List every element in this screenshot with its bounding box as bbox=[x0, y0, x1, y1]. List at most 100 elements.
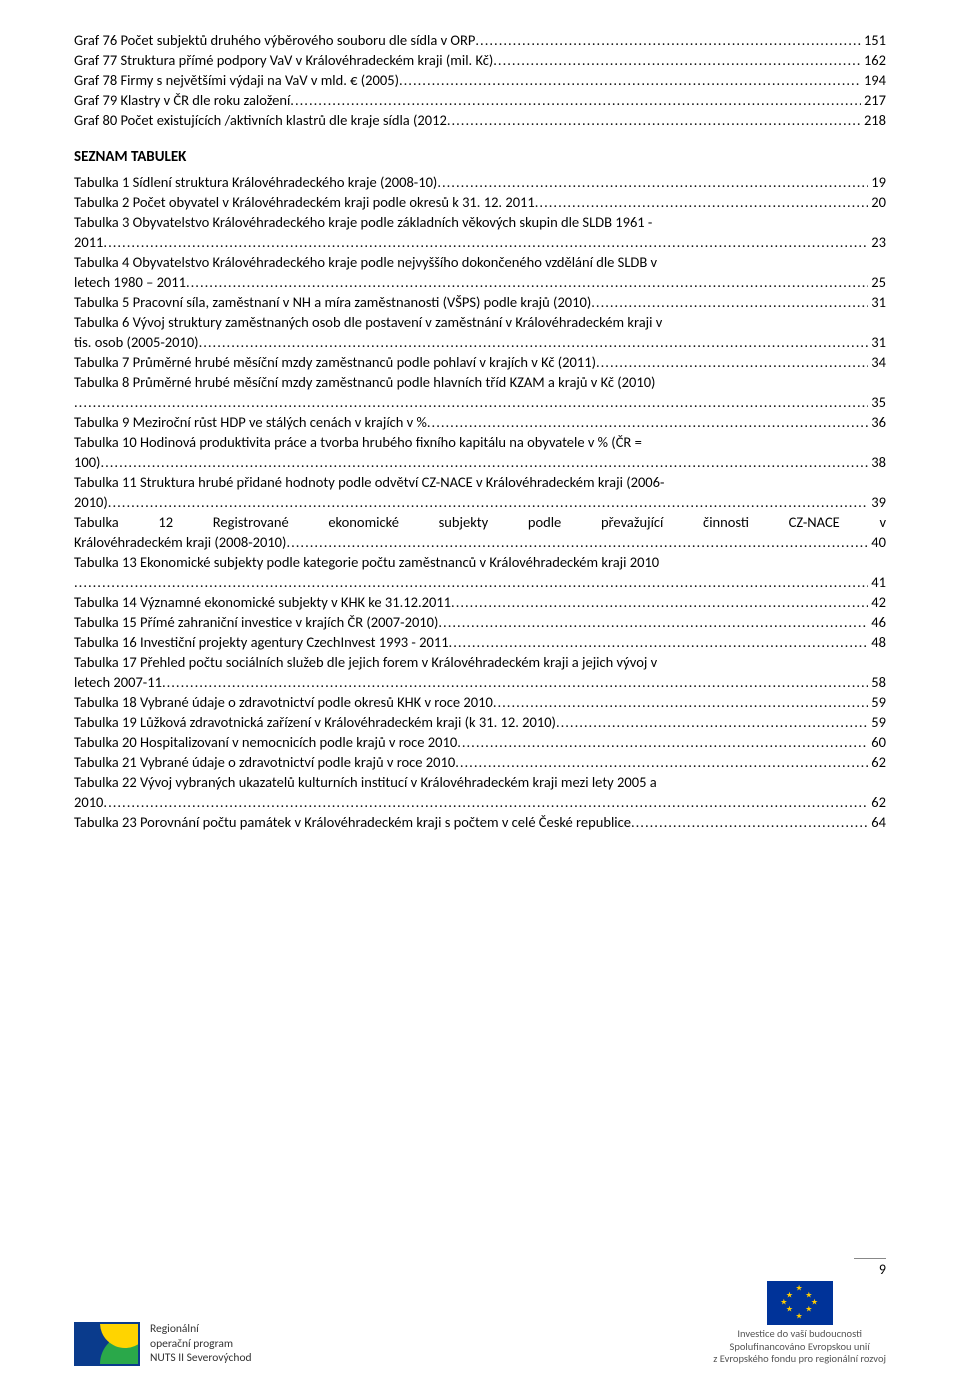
toc-entry-last-line: 100) 38 bbox=[74, 452, 886, 472]
toc-entry-text: Tabulka 1 Sídlení struktura Královéhrade… bbox=[74, 172, 437, 192]
toc-entry: Tabulka 6 Vývoj struktury zaměstnaných o… bbox=[74, 312, 886, 352]
section-title: SEZNAM TABULEK bbox=[74, 148, 886, 166]
toc-entry-last-line: Tabulka 16 Investiční projekty agentury … bbox=[74, 632, 886, 652]
toc-entry: Tabulka 22 Vývoj vybraných ukazatelů kul… bbox=[74, 772, 886, 812]
toc-entry-last-line: Tabulka 7 Průměrné hrubé měsíční mzdy za… bbox=[74, 352, 886, 372]
toc-entry-text: Tabulka 20 Hospitalizovaní v nemocnicích… bbox=[74, 732, 457, 752]
graf-toc-list: Graf 76 Počet subjektů druhého výběrovéh… bbox=[74, 30, 886, 130]
toc-dots bbox=[451, 592, 868, 612]
toc-dots bbox=[591, 292, 868, 312]
table-toc-list: Tabulka 1 Sídlení struktura Královéhrade… bbox=[74, 172, 886, 832]
toc-dots bbox=[493, 50, 861, 70]
toc-entry: Tabulka 15 Přímé zahraniční investice v … bbox=[74, 612, 886, 632]
toc-entry-text: 100) bbox=[74, 452, 100, 472]
toc-entry-text: Tabulka 8 Průměrné hrubé měsíční mzdy za… bbox=[74, 372, 886, 392]
toc-entry: Graf 79 Klastry v ČR dle roku založení 2… bbox=[74, 90, 886, 110]
toc-entry-text: Graf 79 Klastry v ČR dle roku založení bbox=[74, 90, 290, 110]
toc-entry-last-line: Tabulka 14 Významné ekonomické subjekty … bbox=[74, 592, 886, 612]
toc-entry-page: 217 bbox=[861, 90, 886, 110]
toc-entry-last-line: 2010 62 bbox=[74, 792, 886, 812]
toc-entry-text: Tabulka 22 Vývoj vybraných ukazatelů kul… bbox=[74, 772, 886, 792]
toc-entry-text: Tabulka 11 Struktura hrubé přidané hodno… bbox=[74, 472, 886, 492]
toc-entry-text: Graf 80 Počet existujících /aktivních kl… bbox=[74, 110, 447, 130]
toc-entry-page: 58 bbox=[868, 672, 886, 692]
toc-dots bbox=[186, 272, 868, 292]
toc-entry-last-line: tis. osob (2005-2010) 31 bbox=[74, 332, 886, 352]
toc-entry-text: 2010) bbox=[74, 492, 108, 512]
toc-entry: Graf 76 Počet subjektů druhého výběrovéh… bbox=[74, 30, 886, 50]
toc-entry-page: 23 bbox=[868, 232, 886, 252]
toc-entry-last-line: Tabulka 1 Sídlení struktura Královéhrade… bbox=[74, 172, 886, 192]
toc-entry: Graf 80 Počet existujících /aktivních kl… bbox=[74, 110, 886, 130]
toc-entry-page: 46 bbox=[868, 612, 886, 632]
toc-entry-last-line: letech 2007-11 58 bbox=[74, 672, 886, 692]
toc-dots bbox=[199, 332, 869, 352]
toc-entry-text: Tabulka 2 Počet obyvatel v Královéhradec… bbox=[74, 192, 535, 212]
toc-dots bbox=[475, 30, 861, 50]
toc-entry-text: Tabulka 14 Významné ekonomické subjekty … bbox=[74, 592, 451, 612]
toc-entry-page: 20 bbox=[868, 192, 886, 212]
toc-dots bbox=[74, 572, 868, 592]
toc-entry-last-line: Tabulka 9 Meziroční růst HDP ve stálých … bbox=[74, 412, 886, 432]
toc-entry: Tabulka 18 Vybrané údaje o zdravotnictví… bbox=[74, 692, 886, 712]
toc-entry: Tabulka 14 Významné ekonomické subjekty … bbox=[74, 592, 886, 612]
toc-entry-text: letech 1980 – 2011 bbox=[74, 272, 186, 292]
toc-entry-page: 19 bbox=[868, 172, 886, 192]
eu-text: Investice do vaší budoucnosti Spolufinan… bbox=[713, 1328, 886, 1366]
toc-dots bbox=[100, 452, 868, 472]
toc-entry-last-line: 2010) 39 bbox=[74, 492, 886, 512]
toc-entry-page: 31 bbox=[868, 292, 886, 312]
toc-entry-page: 42 bbox=[868, 592, 886, 612]
toc-entry-page: 31 bbox=[868, 332, 886, 352]
toc-entry-text: Tabulka 5 Pracovní síla, zaměstnaní v NH… bbox=[74, 292, 591, 312]
toc-entry-text: Tabulka 21 Vybrané údaje o zdravotnictví… bbox=[74, 752, 455, 772]
toc-entry: Tabulka 23 Porovnání počtu památek v Krá… bbox=[74, 812, 886, 832]
toc-entry: Tabulka 10 Hodinová produktivita práce a… bbox=[74, 432, 886, 472]
toc-entry: Tabulka 9 Meziroční růst HDP ve stálých … bbox=[74, 412, 886, 432]
toc-entry-text: Tabulka 17 Přehled počtu sociálních služ… bbox=[74, 652, 886, 672]
toc-entry-text: Tabulka 13 Ekonomické subjekty podle kat… bbox=[74, 552, 886, 572]
toc-dots bbox=[535, 192, 869, 212]
eu-line1: Investice do vaší budoucnosti bbox=[713, 1328, 886, 1341]
toc-dots bbox=[438, 612, 868, 632]
toc-entry-page: 48 bbox=[868, 632, 886, 652]
eu-logo-block: ★ ★ ★ ★ ★ ★ ★ ★ Investice do vaší budouc… bbox=[713, 1281, 886, 1366]
toc-entry-text: Graf 78 Firmy s největšími výdaji na VaV… bbox=[74, 70, 399, 90]
toc-dots bbox=[427, 412, 868, 432]
toc-entry-last-line: Tabulka 15 Přímé zahraniční investice v … bbox=[74, 612, 886, 632]
toc-entry-page: 36 bbox=[868, 412, 886, 432]
toc-entry-last-line: Tabulka 23 Porovnání počtu památek v Krá… bbox=[74, 812, 886, 832]
toc-entry-page: 59 bbox=[868, 692, 886, 712]
toc-entry-page: 218 bbox=[861, 110, 886, 130]
toc-entry-text: Tabulka 4 Obyvatelstvo Královéhradeckého… bbox=[74, 252, 886, 272]
toc-entry: Tabulka 7 Průměrné hrubé měsíční mzdy za… bbox=[74, 352, 886, 372]
toc-entry: Tabulka 2 Počet obyvatel v Královéhradec… bbox=[74, 192, 886, 212]
toc-entry-text: 2011 bbox=[74, 232, 103, 252]
toc-entry-text: Graf 77 Struktura přímé podpory VaV v Kr… bbox=[74, 50, 493, 70]
toc-entry-last-line: letech 1980 – 2011 25 bbox=[74, 272, 886, 292]
toc-dots bbox=[74, 392, 868, 412]
toc-dots bbox=[457, 732, 868, 752]
footer: Regionální operační program NUTS II Seve… bbox=[0, 1281, 960, 1366]
toc-entry-text: Tabulka 18 Vybrané údaje o zdravotnictví… bbox=[74, 692, 493, 712]
toc-dots bbox=[493, 692, 868, 712]
toc-entry-page: 62 bbox=[868, 752, 886, 772]
toc-entry-page: 162 bbox=[861, 50, 886, 70]
eu-flag-icon: ★ ★ ★ ★ ★ ★ ★ ★ bbox=[767, 1281, 833, 1325]
toc-entry-page: 62 bbox=[868, 792, 886, 812]
toc-dots bbox=[103, 792, 868, 812]
toc-entry: Tabulka 12 Registrované ekonomické subje… bbox=[74, 512, 886, 552]
toc-dots bbox=[286, 532, 868, 552]
toc-entry-page: 39 bbox=[868, 492, 886, 512]
toc-entry-last-line: Tabulka 5 Pracovní síla, zaměstnaní v NH… bbox=[74, 292, 886, 312]
toc-entry: Tabulka 21 Vybrané údaje o zdravotnictví… bbox=[74, 752, 886, 772]
toc-entry-page: 38 bbox=[868, 452, 886, 472]
toc-entry-text: Tabulka 16 Investiční projekty agentury … bbox=[74, 632, 449, 652]
toc-entry-text: Tabulka 7 Průměrné hrubé měsíční mzdy za… bbox=[74, 352, 596, 372]
toc-entry-last-line: Tabulka 20 Hospitalizovaní v nemocnicích… bbox=[74, 732, 886, 752]
toc-entry-text: Tabulka 23 Porovnání počtu památek v Krá… bbox=[74, 812, 631, 832]
toc-entry: Tabulka 1 Sídlení struktura Královéhrade… bbox=[74, 172, 886, 192]
toc-dots bbox=[631, 812, 868, 832]
toc-entry-last-line: 2011 23 bbox=[74, 232, 886, 252]
toc-entry-page: 35 bbox=[868, 392, 886, 412]
